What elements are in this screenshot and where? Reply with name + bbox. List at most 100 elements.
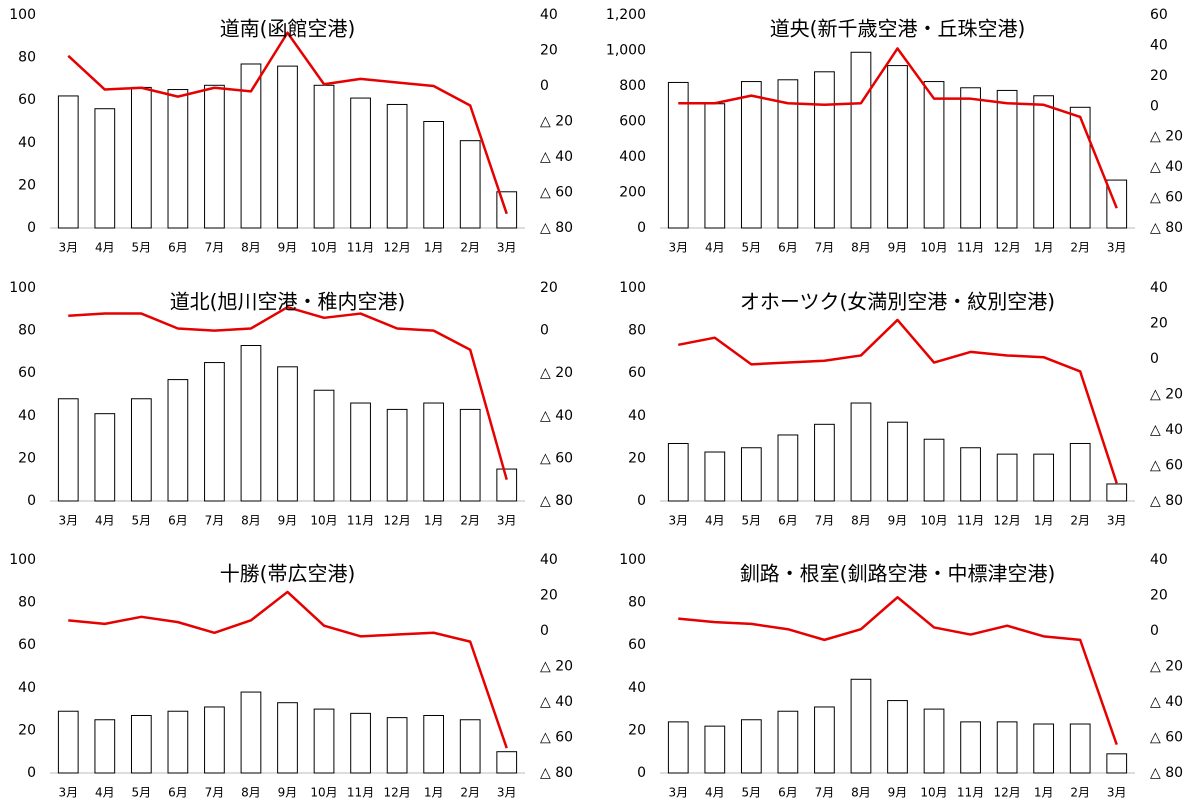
bar <box>1069 106 1091 229</box>
bar <box>204 362 225 502</box>
bar <box>94 413 116 502</box>
x-tick-label: 5月 <box>132 241 152 255</box>
bar <box>887 700 908 774</box>
x-tick-label: 11月 <box>347 786 374 800</box>
bar <box>1033 453 1055 502</box>
line <box>678 47 1118 209</box>
y2-tick-label: △ 20 <box>540 114 573 130</box>
y-tick-label: 800 <box>619 78 646 94</box>
bar <box>386 103 408 229</box>
x-tick-label: 5月 <box>132 514 152 528</box>
y2-tick-label: △ 40 <box>1150 422 1183 438</box>
y2-tick-label: △ 60 <box>540 450 573 466</box>
bar <box>740 81 762 229</box>
bar <box>57 710 79 774</box>
x-tick-label: 12月 <box>383 514 410 528</box>
x-tick-label: 5月 <box>742 786 762 800</box>
x-tick-label: 7月 <box>205 514 225 528</box>
y2-tick-label: △ 40 <box>540 149 573 165</box>
x-tick-label: 8月 <box>241 786 261 800</box>
bar <box>204 706 225 774</box>
x-tick-label: 8月 <box>241 514 261 528</box>
y2-tick-label: △ 40 <box>540 408 573 424</box>
y-tick-label: 1,200 <box>606 7 646 23</box>
x-tick-label: 6月 <box>168 514 188 528</box>
x-tick-label: 3月 <box>58 241 78 255</box>
y2-tick-label: △ 40 <box>540 694 573 710</box>
bar <box>777 434 799 502</box>
y-tick-label: 60 <box>628 365 646 381</box>
y-tick-label: 100 <box>619 280 646 296</box>
y2-tick-label: 40 <box>1150 37 1168 53</box>
bar <box>167 379 189 502</box>
x-tick-label: 10月 <box>310 786 337 800</box>
y2-tick-label: △ 80 <box>540 765 573 781</box>
y-tick-label: 0 <box>637 765 646 781</box>
x-tick-label: 9月 <box>888 241 908 255</box>
bar <box>887 421 908 502</box>
bar <box>777 79 799 229</box>
bar <box>350 402 371 502</box>
bar <box>386 717 408 774</box>
x-tick-label: 4月 <box>705 514 725 528</box>
chart-title: 道北(旭川空港・稚内空港) <box>170 290 406 314</box>
y-tick-label: 0 <box>27 220 36 236</box>
x-tick-label: 6月 <box>778 514 798 528</box>
bar <box>386 408 408 502</box>
bar <box>923 81 945 229</box>
y-tick-label: 40 <box>18 408 36 424</box>
x-tick-label: 1月 <box>424 514 444 528</box>
bar <box>850 51 872 229</box>
x-tick-label: 2月 <box>460 241 480 255</box>
x-tick-label: 2月 <box>1070 514 1090 528</box>
x-tick-label: 8月 <box>851 241 871 255</box>
x-tick-label: 11月 <box>347 514 374 528</box>
bar <box>1106 179 1128 229</box>
bar <box>57 398 79 502</box>
y2-tick-label: △ 20 <box>540 365 573 381</box>
y2-tick-label: 20 <box>540 280 558 296</box>
x-tick-label: 11月 <box>957 514 984 528</box>
y2-tick-label: 20 <box>540 43 558 59</box>
y2-tick-label: △ 40 <box>1150 694 1183 710</box>
chart-title: 道央(新千歳空港・丘珠空港) <box>770 17 1026 41</box>
x-tick-label: 3月 <box>58 514 78 528</box>
y-tick-label: 40 <box>628 408 646 424</box>
bar <box>1069 723 1091 774</box>
bar <box>814 706 835 774</box>
bar <box>240 691 262 774</box>
x-tick-label: 4月 <box>95 241 115 255</box>
x-tick-label: 2月 <box>460 786 480 800</box>
y2-tick-label: 20 <box>1150 68 1168 84</box>
line <box>67 31 508 215</box>
x-tick-label: 7月 <box>815 786 835 800</box>
line <box>678 596 1118 746</box>
y-tick-label: 1,000 <box>606 43 646 59</box>
bar <box>923 438 945 502</box>
y2-tick-label: △ 60 <box>540 185 573 201</box>
x-tick-label: 6月 <box>168 241 188 255</box>
x-tick-label: 3月 <box>668 514 688 528</box>
x-tick-label: 4月 <box>95 514 115 528</box>
x-tick-label: 3月 <box>668 241 688 255</box>
x-tick-label: 12月 <box>383 241 410 255</box>
bar <box>459 719 481 774</box>
x-tick-label: 1月 <box>1034 786 1054 800</box>
line <box>678 318 1118 484</box>
y2-tick-label: 0 <box>540 78 549 94</box>
x-tick-label: 3月 <box>1107 514 1127 528</box>
bar <box>277 65 298 229</box>
x-tick-label: 8月 <box>851 514 871 528</box>
bar <box>130 86 152 229</box>
y-tick-label: 100 <box>9 552 36 568</box>
x-tick-label: 2月 <box>1070 241 1090 255</box>
bar <box>313 389 335 502</box>
x-tick-label: 12月 <box>993 514 1020 528</box>
y2-tick-label: △ 60 <box>1150 190 1183 206</box>
bar <box>704 103 726 229</box>
bar <box>923 708 945 774</box>
bar <box>240 63 262 229</box>
x-tick-label: 8月 <box>241 241 261 255</box>
y2-tick-label: 40 <box>1150 280 1168 296</box>
